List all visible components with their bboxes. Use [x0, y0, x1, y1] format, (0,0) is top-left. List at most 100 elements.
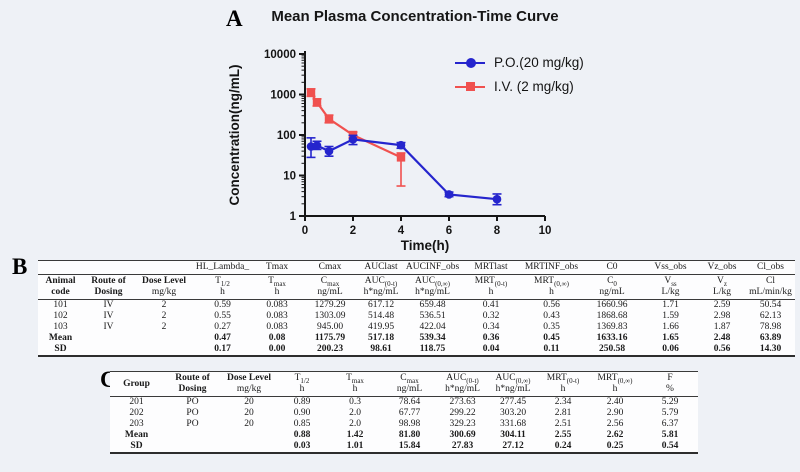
column-header-cell: AUC(0,∞) h*ng/mL: [405, 274, 460, 300]
table-cell: 2.90: [606, 408, 624, 418]
table-row: SD 0.03 1.01 15.84 27.83 27.12 0.24 0.25 0.54: [110, 441, 698, 454]
table-cell: Mean: [48, 333, 73, 343]
group-header-cell: AUClast: [357, 260, 405, 275]
legend-label-po: P.O.(20 mg/kg): [494, 55, 584, 70]
table-cell: [222, 430, 276, 441]
table-cell: 50.54: [759, 300, 782, 310]
table-cell: 304.11: [500, 430, 526, 440]
table-cell: 5.79: [661, 408, 679, 418]
legend-item-po: P.O.(20 mg/kg): [455, 55, 584, 70]
table-cell: 5.29: [661, 397, 679, 407]
table-cell: 329.23: [449, 419, 476, 429]
group-header-cell: Tmax: [251, 260, 303, 275]
table-cell: 0.083: [266, 300, 288, 310]
svg-text:Concentration(ng/mL): Concentration(ng/mL): [227, 65, 242, 206]
table-row: 103 IV 2 0.27 0.083 945.00 419.95 422.04 0.34 0.3…: [38, 322, 795, 333]
group-header-cell: Vz_obs: [698, 260, 746, 275]
table-cell: 2: [161, 311, 167, 321]
svg-text:2: 2: [350, 225, 356, 237]
column-header-cell: Cmax ng/mL: [303, 274, 357, 300]
table-cell: 273.63: [449, 397, 476, 407]
table-cell: 1633.16: [596, 333, 628, 343]
table-cell: 20: [244, 408, 254, 418]
table-cell: 0.43: [543, 311, 560, 321]
panel-b-label: B: [12, 254, 28, 279]
svg-text:1000: 1000: [270, 90, 296, 102]
group-header-cell: Cl_obs: [746, 260, 795, 275]
column-header-cell: MRT(0,∞) h: [588, 371, 642, 397]
table-cell: 536.51: [419, 311, 446, 321]
table-cell: [134, 333, 194, 344]
group-header-cell: Cmax: [303, 260, 357, 275]
group-header-cell: Vss_obs: [643, 260, 698, 275]
table-cell: 1868.68: [596, 311, 628, 321]
table-cell: 945.00: [316, 322, 344, 332]
table-cell: 0.56: [543, 300, 560, 310]
y-axis: 1 10 100 1000 10000 Concentration(ng/mL): [227, 49, 306, 223]
table-cell: [163, 430, 222, 441]
table-cell: 0.25: [588, 441, 642, 454]
table-cell: 539.34: [419, 333, 446, 343]
table-cell: IV: [103, 311, 114, 321]
svg-text:0: 0: [302, 225, 308, 237]
table-cell: 20: [244, 419, 254, 429]
table-cell: 0.89: [293, 397, 311, 407]
table-cell: 0.34: [482, 322, 500, 332]
column-header-cell: Group: [110, 371, 163, 397]
svg-text:100: 100: [277, 130, 296, 142]
iv-square-marker-icon: [455, 81, 485, 93]
table-cell: 0.3: [349, 397, 361, 407]
table-cell: 0.47: [214, 333, 231, 343]
table-cell: 1.65: [662, 333, 679, 343]
table-cell: [83, 344, 134, 357]
po-circle-marker-icon: [455, 57, 485, 69]
chart-legend: P.O.(20 mg/kg) I.V. (2 mg/kg): [455, 55, 584, 94]
column-header-cell: MRT(0-t) h: [460, 274, 522, 300]
svg-text:Time(h): Time(h): [401, 238, 450, 253]
table-cell: 203: [129, 419, 144, 429]
column-header-row: Animal code Route of Dosing Dose Level mg/kg T…: [38, 274, 795, 300]
group-header-cell: [83, 260, 134, 275]
table-cell: 0.083: [266, 311, 288, 321]
table-row: 102 IV 2 0.55 0.083 1303.09 514.48 536.51 0.32 0.…: [38, 311, 795, 322]
table-cell: 2.81: [554, 408, 572, 418]
column-header-cell: F%: [642, 371, 698, 397]
table-cell: 2.40: [606, 397, 624, 407]
group-header-cell: MRTINF_obs: [522, 260, 581, 275]
po-series: [306, 134, 502, 206]
table-cell: 0.06: [643, 344, 698, 357]
table-cell: 27.12: [488, 441, 538, 454]
table-cell: 1.59: [662, 311, 679, 321]
table-cell: 101: [53, 300, 68, 310]
table-cell: 0.32: [482, 311, 500, 321]
table-cell: 1369.83: [596, 322, 628, 332]
table-cell: 1303.09: [314, 311, 346, 321]
svg-text:6: 6: [446, 225, 452, 237]
group-header-cell: [38, 260, 83, 275]
table-cell: 2.55: [554, 430, 572, 440]
table-cell: 0.03: [276, 441, 328, 454]
table-cell: 0.59: [214, 300, 231, 310]
table-cell: 299.22: [449, 408, 476, 418]
table-row: 201 PO 20 0.89 0.3 78.64 273.63 277.45 2.34 2.40 5…: [110, 397, 698, 409]
table-cell: 118.75: [405, 344, 460, 357]
legend-item-iv: I.V. (2 mg/kg): [455, 79, 584, 94]
table-cell: Mean: [124, 430, 149, 440]
table-cell: 0.04: [460, 344, 522, 357]
svg-text:10: 10: [539, 225, 552, 237]
column-header-cell: Route of Dosing: [83, 274, 134, 300]
legend-label-iv: I.V. (2 mg/kg): [494, 79, 574, 94]
table-cell: 98.61: [357, 344, 405, 357]
table-cell: SD: [110, 441, 163, 454]
table-cell: 2.51: [554, 419, 572, 429]
table-cell: 517.18: [367, 333, 395, 343]
panel-a-label: A: [226, 6, 243, 31]
svg-text:8: 8: [494, 225, 501, 237]
table-cell: 5.81: [661, 430, 679, 440]
table-cell: 2.59: [713, 300, 731, 310]
table-cell: 67.77: [398, 408, 421, 418]
table-cell: 0.56: [698, 344, 746, 357]
table-cell: 0.17: [194, 344, 251, 357]
table-cell: [222, 441, 276, 454]
